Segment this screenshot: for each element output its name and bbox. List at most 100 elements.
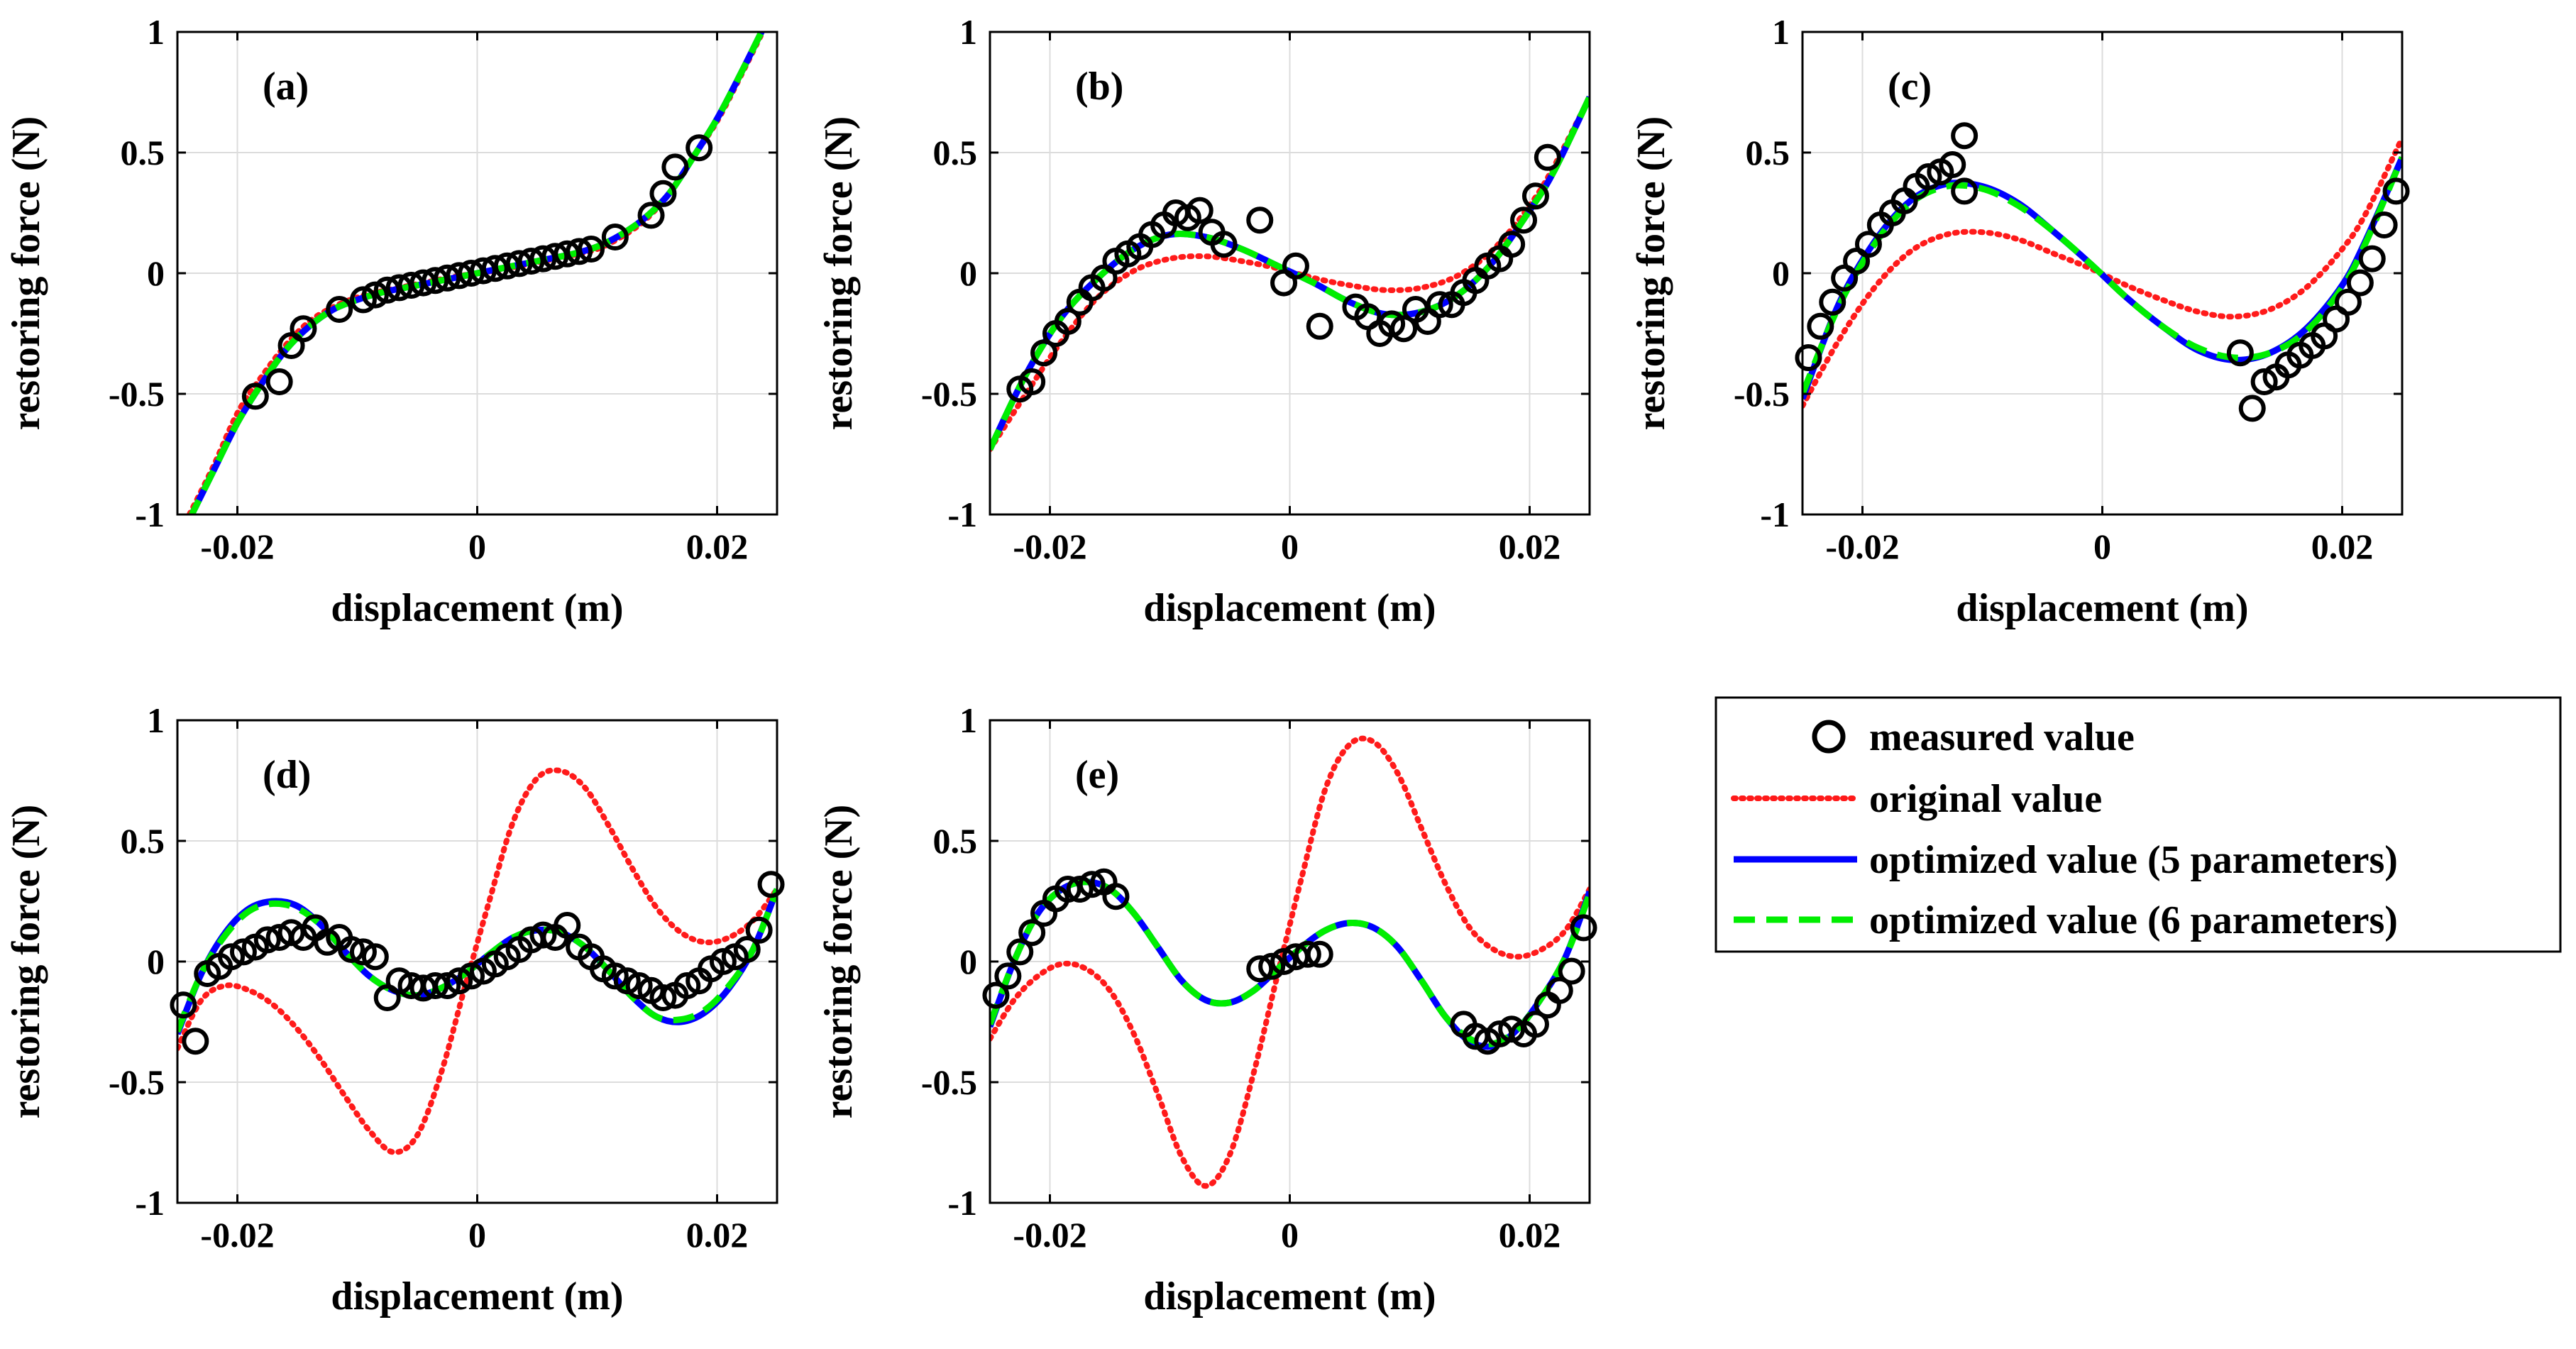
x-axis-label: displacement (m) — [1143, 586, 1436, 630]
y-tick-label: -1 — [135, 495, 165, 534]
measured-point — [982, 981, 1010, 1009]
y-axis-label: restoring force (N) — [1629, 116, 1673, 431]
measured-point — [1570, 914, 1597, 942]
measured-point — [1294, 940, 1321, 968]
measured-point — [601, 962, 629, 990]
measured-point — [290, 315, 317, 343]
measured-point — [1807, 312, 1834, 340]
measured-point — [422, 267, 449, 294]
measured-point — [529, 245, 557, 272]
measured-point — [1030, 339, 1058, 367]
measured-point — [994, 962, 1022, 990]
measured-point — [517, 248, 545, 275]
measured-point — [458, 260, 485, 287]
x-tick-label: 0 — [1281, 1215, 1299, 1255]
y-tick-label: -1 — [1760, 495, 1790, 534]
legend-label-original: original value — [1869, 777, 2102, 821]
measured-point — [745, 916, 773, 944]
y-tick-label: -1 — [947, 495, 977, 534]
panel-e: -0.02 0 0.02 -1 -0.5 0 0.5 1 displacement (m) res… — [817, 700, 1597, 1318]
measured-point — [1246, 955, 1274, 983]
panel-label: (a) — [263, 65, 309, 109]
measured-point — [1510, 207, 1538, 234]
x-axis-label: displacement (m) — [1143, 1274, 1436, 1318]
measured-point — [1498, 231, 1526, 258]
measured-point — [601, 224, 629, 250]
measured-point — [554, 912, 581, 939]
y-tick-label: 0.5 — [933, 133, 978, 172]
measured-point — [277, 919, 305, 947]
measured-point — [1306, 940, 1333, 968]
y-tick-label: 0.5 — [933, 821, 978, 861]
y-axis-label: restoring force (N) — [4, 116, 48, 431]
measured-point — [1546, 976, 1573, 1004]
measured-point — [1210, 231, 1238, 258]
y-axis-label: restoring force (N) — [4, 805, 48, 1119]
measured-point — [1246, 207, 1274, 234]
measured-point — [229, 938, 257, 966]
y-tick-label: 0 — [147, 942, 165, 981]
legend-label-opt5: optimized value (5 parameters) — [1869, 838, 2398, 882]
measured-point — [314, 928, 341, 956]
measured-point — [649, 984, 677, 1011]
x-tick-label: 0 — [468, 1215, 486, 1255]
measured-point — [493, 252, 521, 280]
x-tick-label: -0.02 — [1013, 527, 1086, 566]
measured-point — [686, 134, 713, 162]
measured-point — [1270, 948, 1298, 975]
y-axis-label: restoring force (N) — [817, 805, 861, 1119]
measured-point — [409, 269, 437, 297]
series-line-original — [990, 735, 1590, 1189]
y-tick-label: 0 — [959, 253, 977, 293]
measured-point — [218, 943, 246, 971]
x-tick-label: 0 — [2093, 527, 2111, 566]
x-tick-label: -0.02 — [200, 527, 274, 566]
measured-point — [661, 153, 689, 181]
measured-point — [170, 991, 197, 1019]
measured-point — [2358, 245, 2386, 272]
measured-point — [1534, 143, 1561, 171]
x-tick-label: 0 — [1281, 527, 1299, 566]
x-tick-label: -0.02 — [1825, 527, 1899, 566]
measured-point — [1498, 1015, 1526, 1043]
measured-point — [578, 236, 605, 263]
measured-point — [1054, 876, 1081, 903]
panel-label: (b) — [1075, 65, 1123, 109]
legend-label-opt6: optimized value (6 parameters) — [1869, 898, 2398, 942]
measured-point — [385, 967, 413, 995]
measured-point — [469, 257, 497, 285]
measured-point — [649, 180, 677, 207]
measured-point — [673, 972, 701, 999]
legend-box — [1714, 696, 2562, 953]
y-tick-label: -0.5 — [921, 374, 977, 414]
x-tick-label: 0.02 — [2311, 527, 2374, 566]
measured-point — [446, 262, 473, 290]
measured-point — [1521, 182, 1549, 210]
measured-point — [1258, 952, 1286, 980]
y-tick-label: 0 — [959, 942, 977, 981]
legend: measured value original value optimized … — [1714, 696, 2562, 953]
measured-point — [397, 272, 425, 299]
y-tick-label: 1 — [147, 700, 165, 740]
measured-point — [2370, 211, 2398, 238]
measured-point — [1282, 252, 1309, 280]
x-tick-label: -0.02 — [1013, 1215, 1086, 1255]
measured-point — [1854, 231, 1882, 258]
measured-point — [613, 967, 641, 995]
y-tick-label: -0.5 — [1734, 374, 1790, 414]
measured-point — [1951, 177, 1978, 205]
measured-point — [1390, 315, 1418, 343]
measured-point — [1378, 310, 1406, 338]
y-tick-label: 1 — [959, 12, 977, 52]
measured-point — [265, 368, 293, 395]
x-axis-label: displacement (m) — [331, 586, 623, 630]
measured-point — [1186, 197, 1213, 224]
measured-point — [2250, 368, 2278, 395]
measured-point — [241, 382, 269, 410]
measured-point — [182, 1028, 209, 1055]
measured-point — [709, 948, 737, 975]
legend-label-measured: measured value — [1869, 715, 2135, 759]
y-tick-label: 0 — [1772, 253, 1790, 293]
measured-point — [1006, 938, 1034, 966]
measured-point — [554, 240, 581, 268]
